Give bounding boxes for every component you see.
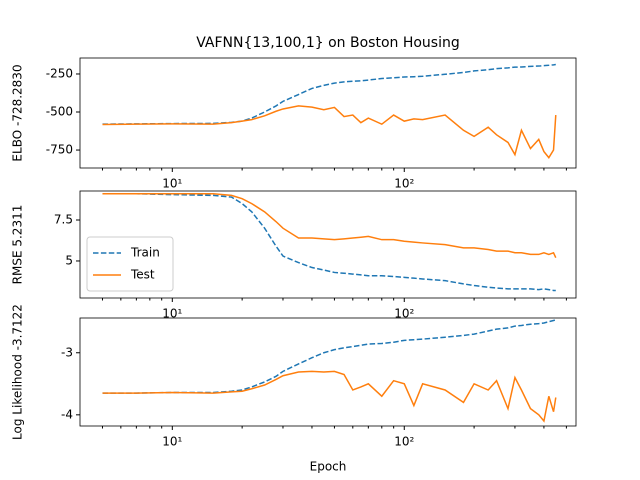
x-tick-label: 10¹ bbox=[162, 177, 182, 191]
series-line bbox=[102, 370, 557, 423]
y-axis-label: RMSE 5.2311 bbox=[11, 205, 25, 285]
x-tick-label: 10¹ bbox=[162, 435, 182, 449]
y-tick-label: 7.5 bbox=[54, 213, 73, 227]
x-tick-label: 10¹ bbox=[162, 307, 182, 321]
series-line bbox=[102, 319, 556, 394]
legend-box bbox=[86, 236, 174, 292]
y-tick-label: 5 bbox=[65, 253, 73, 267]
y-tick-label: -250 bbox=[46, 66, 73, 80]
y-tick-label: -4 bbox=[61, 407, 73, 421]
y-tick-label: -500 bbox=[46, 105, 73, 119]
series-line bbox=[102, 193, 557, 259]
y-tick-label: -3 bbox=[61, 345, 73, 359]
legend-label: Test bbox=[130, 268, 155, 282]
y-axis-label: ELBO -728.2830 bbox=[11, 64, 25, 161]
x-tick-label: 10² bbox=[394, 307, 414, 321]
series-line bbox=[102, 193, 556, 292]
series-line bbox=[102, 63, 556, 125]
axes-frame bbox=[79, 57, 577, 169]
y-axis-label: Log Likelihood -3.7122 bbox=[11, 304, 25, 440]
y-tick-label: -750 bbox=[46, 143, 73, 157]
series-line bbox=[102, 105, 557, 159]
axes-frame bbox=[79, 190, 577, 299]
x-tick-label: 10² bbox=[394, 177, 414, 191]
x-axis-label: Epoch bbox=[310, 460, 347, 474]
legend-label: Train bbox=[130, 246, 160, 260]
x-tick-label: 10² bbox=[394, 435, 414, 449]
chart-title: VAFNN{13,100,1} on Boston Housing bbox=[196, 35, 460, 51]
axes-frame bbox=[79, 317, 577, 427]
